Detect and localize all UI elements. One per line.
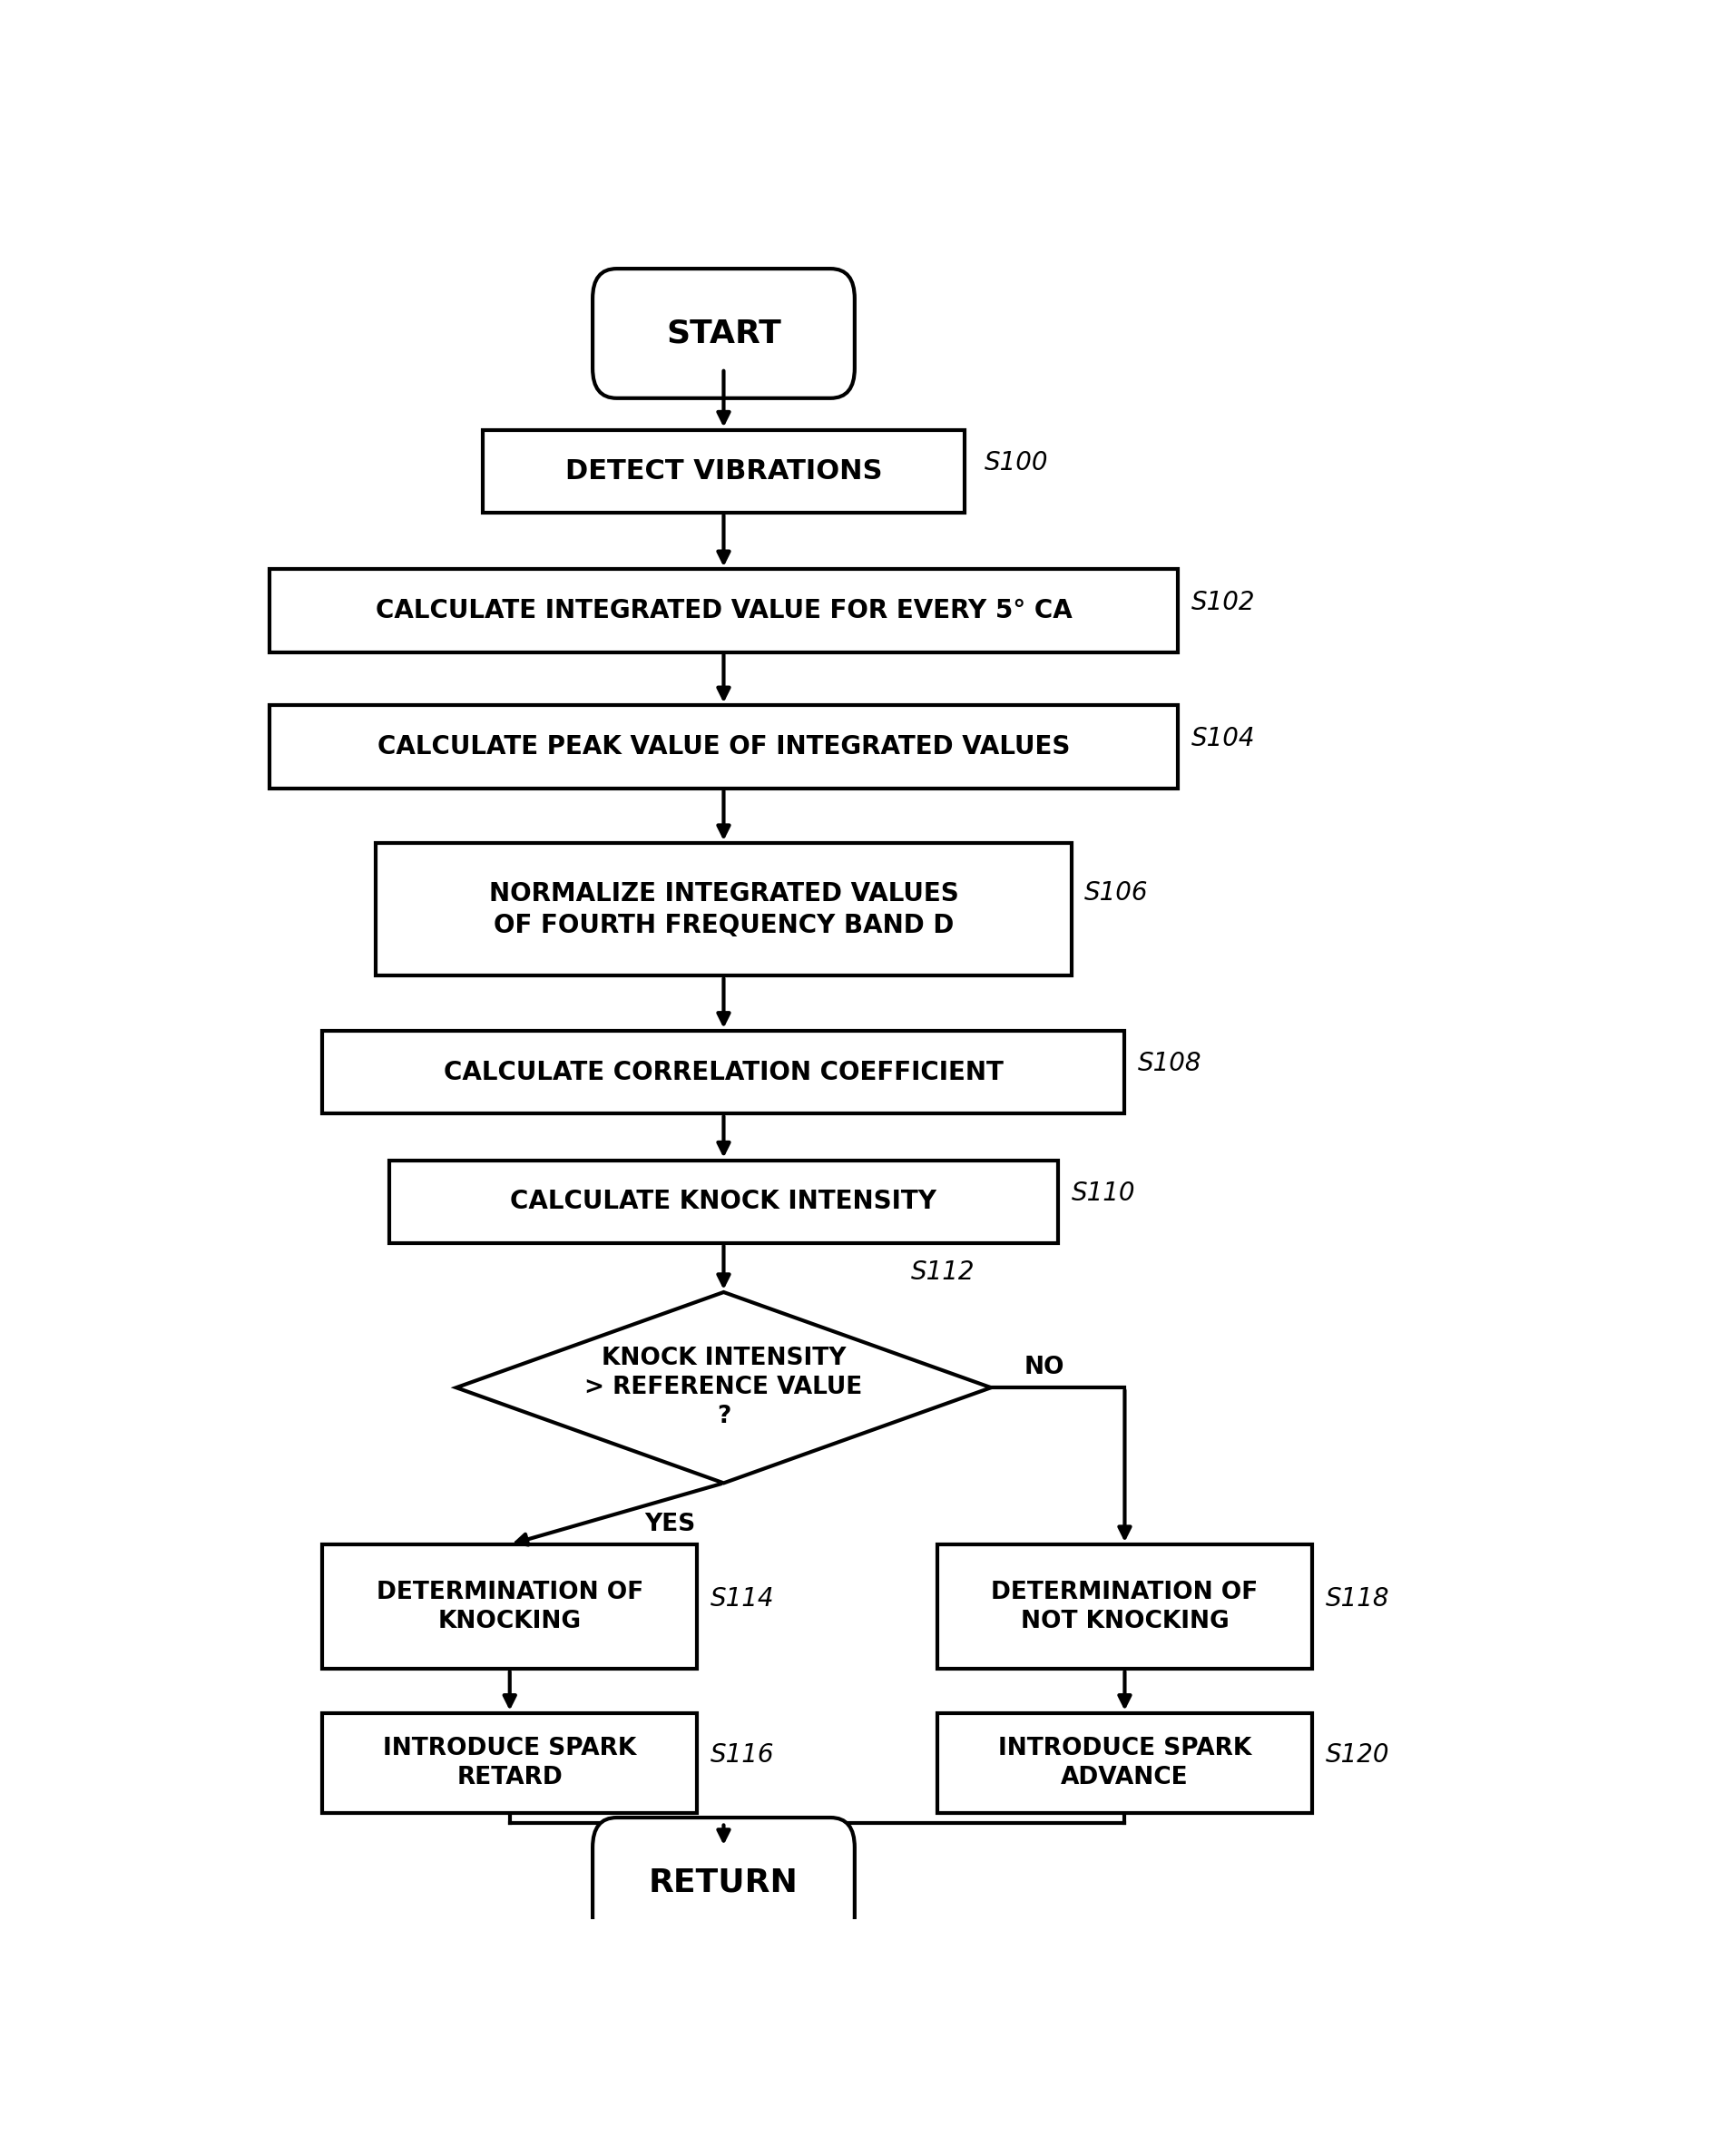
Bar	[323, 1031, 1125, 1115]
Text: S120: S120	[1325, 1742, 1389, 1768]
Text: KNOCK INTENSITY
> REFERENCE VALUE
?: KNOCK INTENSITY > REFERENCE VALUE ?	[585, 1348, 862, 1429]
Text: CALCULATE CORRELATION COEFFICIENT: CALCULATE CORRELATION COEFFICIENT	[443, 1059, 1004, 1084]
FancyBboxPatch shape	[593, 1818, 854, 1947]
Bar	[390, 1160, 1057, 1244]
Text: S108: S108	[1138, 1052, 1202, 1076]
Text: S112: S112	[911, 1259, 975, 1285]
Text: CALCULATE INTEGRATED VALUE FOR EVERY 5° CA: CALCULATE INTEGRATED VALUE FOR EVERY 5° …	[376, 597, 1071, 623]
Text: S118: S118	[1325, 1585, 1389, 1611]
Text: S114: S114	[711, 1585, 775, 1611]
Bar	[323, 1714, 697, 1813]
Bar	[938, 1544, 1313, 1669]
Bar	[376, 843, 1071, 977]
Text: INTRODUCE SPARK
ADVANCE: INTRODUCE SPARK ADVANCE	[999, 1736, 1251, 1789]
Bar	[269, 569, 1178, 651]
Text: CALCULATE KNOCK INTENSITY: CALCULATE KNOCK INTENSITY	[511, 1188, 937, 1214]
Bar	[269, 705, 1178, 789]
Text: NO: NO	[1025, 1356, 1064, 1380]
FancyBboxPatch shape	[593, 270, 854, 399]
Text: S110: S110	[1071, 1181, 1135, 1205]
Text: RETURN: RETURN	[649, 1867, 799, 1897]
Text: S106: S106	[1085, 880, 1149, 906]
Text: DETERMINATION OF
NOT KNOCKING: DETERMINATION OF NOT KNOCKING	[992, 1580, 1258, 1632]
Bar	[483, 429, 964, 513]
Text: S116: S116	[711, 1742, 775, 1768]
Text: INTRODUCE SPARK
RETARD: INTRODUCE SPARK RETARD	[383, 1736, 637, 1789]
Text: YES: YES	[645, 1514, 695, 1537]
Text: DETECT VIBRATIONS: DETECT VIBRATIONS	[566, 457, 881, 485]
Text: NORMALIZE INTEGRATED VALUES
OF FOURTH FREQUENCY BAND D: NORMALIZE INTEGRATED VALUES OF FOURTH FR…	[488, 882, 959, 938]
Text: START: START	[666, 317, 781, 349]
Text: S100: S100	[985, 451, 1049, 476]
Polygon shape	[455, 1291, 992, 1483]
Text: DETERMINATION OF
KNOCKING: DETERMINATION OF KNOCKING	[376, 1580, 643, 1632]
Text: S104: S104	[1192, 727, 1256, 750]
Text: S102: S102	[1192, 589, 1256, 614]
Bar	[938, 1714, 1313, 1813]
Text: CALCULATE PEAK VALUE OF INTEGRATED VALUES: CALCULATE PEAK VALUE OF INTEGRATED VALUE…	[378, 733, 1070, 759]
Bar	[323, 1544, 697, 1669]
